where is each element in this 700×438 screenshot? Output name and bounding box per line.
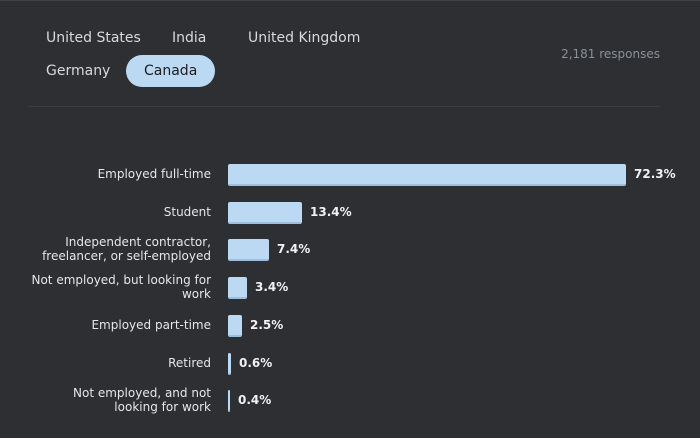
value-label: 0.4% <box>238 393 272 408</box>
chart-row: Employed part-time 2.5% <box>0 306 700 344</box>
category-label: Not employed, but looking for work <box>31 273 211 302</box>
value-label: 72.3% <box>634 167 676 181</box>
chart-row: Employed full-time 72.3% <box>0 155 700 193</box>
category-label: Employed part-time <box>91 317 211 332</box>
bar-chart: Employed full-time 72.3% Student 13.4% Indep… <box>0 155 700 425</box>
bar <box>228 314 242 337</box>
value-label: 0.6% <box>239 355 273 370</box>
bar <box>228 239 269 262</box>
category-label: Employed full-time <box>97 167 211 181</box>
category-label: Student <box>163 204 211 219</box>
value-label: 3.4% <box>255 280 289 295</box>
tab-canada[interactable]: Canada <box>126 55 216 87</box>
tab-india[interactable]: India <box>172 30 207 46</box>
chart-row: Retired 0.6% <box>0 344 700 382</box>
chart-row: Not employed, but looking for work 3.4% <box>0 268 700 306</box>
category-label: Independent contractor, freelancer, or s… <box>42 235 211 264</box>
tab-united-kingdom[interactable]: United Kingdom <box>248 30 361 46</box>
tab-united-states[interactable]: United States <box>46 30 141 46</box>
category-label: Retired <box>168 355 211 370</box>
bar <box>228 277 247 300</box>
value-label: 7.4% <box>277 242 311 257</box>
tab-germany[interactable]: Germany <box>46 63 111 79</box>
top-border <box>0 0 700 1</box>
chart-row: Student 13.4% <box>0 193 700 231</box>
bar <box>228 164 626 186</box>
responses-count: 2,181 responses <box>561 47 660 61</box>
divider <box>28 106 660 107</box>
bar <box>228 352 231 375</box>
value-label: 13.4% <box>310 204 352 219</box>
bar <box>228 390 230 413</box>
chart-row: Not employed, and not looking for work 0.… <box>0 381 700 419</box>
chart-row: Independent contractor, freelancer, or s… <box>0 230 700 268</box>
bar <box>228 201 302 224</box>
category-label: Not employed, and not looking for work <box>73 386 211 415</box>
value-label: 2.5% <box>250 317 284 332</box>
